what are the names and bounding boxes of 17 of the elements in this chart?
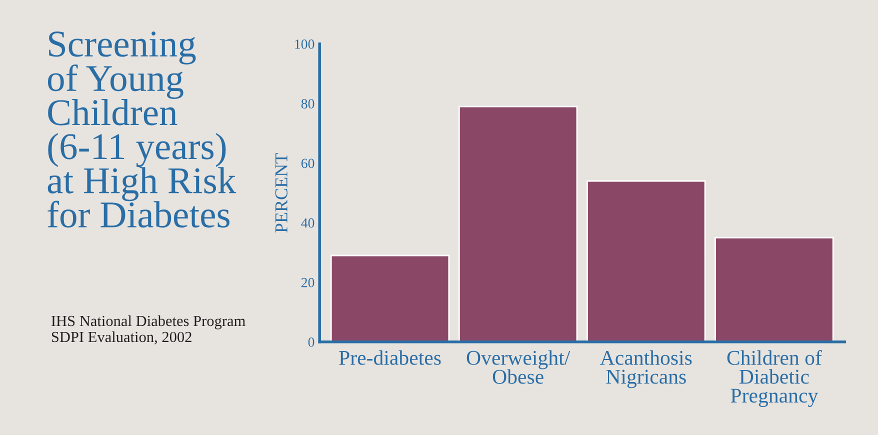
x-tick-label: Acanthosis Nigricans	[600, 350, 692, 388]
y-tick-label: 100	[295, 40, 314, 49]
text: IHS National Diabetes Program SDPI Evaluation, 2002	[51, 315, 246, 344]
y-tick-label: 40	[301, 218, 314, 228]
y-tick-label: 80	[301, 99, 314, 108]
y-tick-label: 20	[301, 278, 314, 288]
bar	[330, 254, 450, 342]
text: Screening of Young Children (6-11 years) at High Risk for Diabetes	[48, 32, 236, 228]
x-tick-label: Children of Diabetic Pregnancy	[727, 350, 822, 407]
x-tick-label: Overweight/ Obese	[466, 350, 570, 384]
y-axis-title: PERCENT	[275, 153, 288, 233]
y-tick-label: 60	[301, 158, 314, 168]
bar	[458, 106, 578, 342]
bar	[714, 236, 834, 342]
x-tick-label: Pre-diabetes	[339, 350, 441, 365]
bar	[586, 180, 706, 342]
y-tick-label: 0	[308, 337, 314, 347]
